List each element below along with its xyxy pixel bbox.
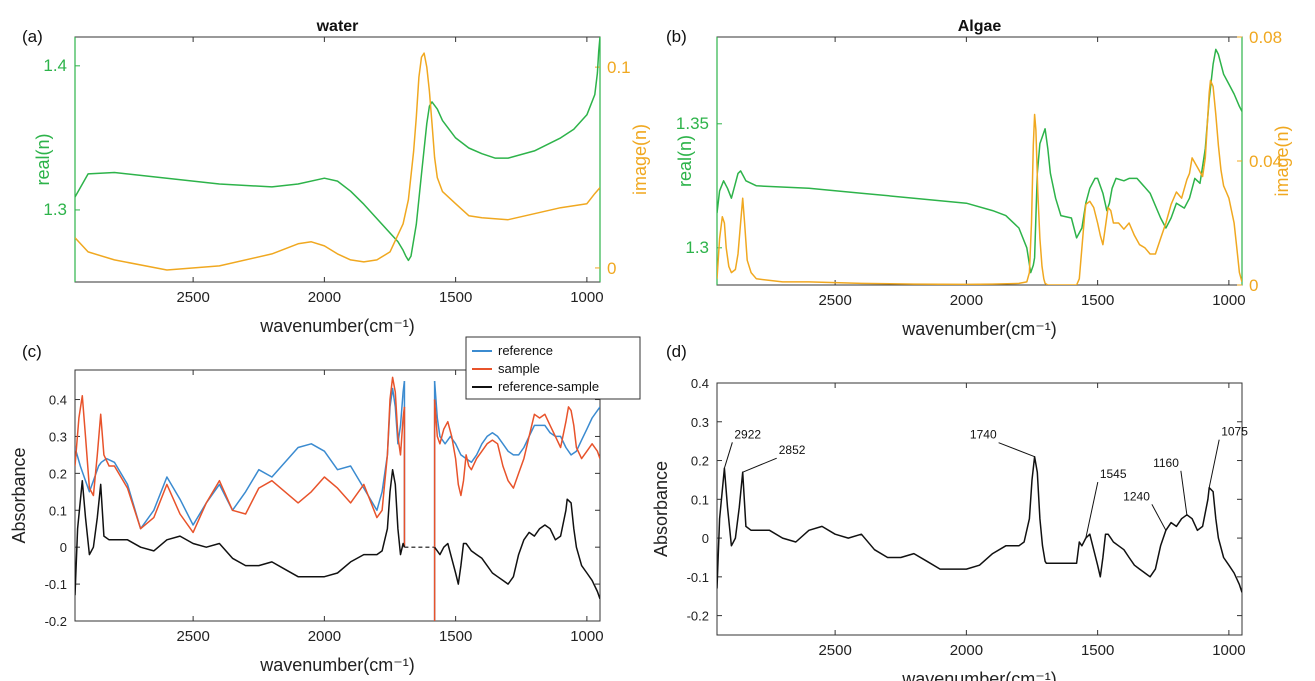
- plot-area: [717, 455, 1242, 593]
- y-axis-label: Absorbance: [9, 447, 29, 543]
- panel-label-d: (d): [666, 342, 687, 361]
- x-axis-label: wavenumber(cm⁻¹): [259, 316, 415, 336]
- plot-area: [717, 48, 1242, 285]
- series-line-sample: [433, 399, 600, 497]
- annotation-leader: [1085, 481, 1099, 539]
- peak-annotation: 1740: [970, 428, 997, 442]
- y-tick-label: 1.4: [43, 56, 67, 75]
- y-axis-label-left: real(n): [675, 135, 695, 187]
- series-line-reference-sample: [75, 468, 406, 596]
- y-tick-label: 0.4: [691, 376, 709, 391]
- plot-frame: [74, 369, 601, 622]
- plot-frame: [716, 36, 1243, 286]
- series-line-real-n: [717, 48, 1242, 274]
- x-tick-label: 1500: [439, 628, 472, 645]
- series-line-reference-sample: [433, 498, 600, 600]
- y-tick-label: 0.3: [49, 429, 67, 444]
- annotation-leader: [1180, 470, 1188, 515]
- y-tick-label: 0.1: [49, 503, 67, 518]
- series-line-image-n: [75, 52, 600, 271]
- y-tick-label: 0.3: [691, 415, 709, 430]
- annotation-leader: [742, 457, 777, 473]
- y-tick-label: 0.4: [49, 393, 67, 408]
- y-right-tick-label: 0.1: [607, 58, 631, 77]
- x-axis-label: wavenumber(cm⁻¹): [259, 655, 415, 675]
- y-right-tick-label: 0: [607, 259, 616, 278]
- x-tick-label: 2000: [950, 642, 983, 659]
- legend-entry: reference-sample: [498, 379, 599, 394]
- series-line-sample: [75, 376, 406, 534]
- peak-annotation: 1160: [1153, 456, 1179, 470]
- plot-frame: [716, 382, 1243, 636]
- peak-annotation: 2922: [734, 427, 761, 441]
- peak-annotation: 1240: [1123, 489, 1150, 503]
- x-tick-label: 2500: [176, 289, 209, 306]
- x-tick-label: 1000: [570, 628, 603, 645]
- x-tick-label: 2000: [308, 289, 341, 306]
- legend: reference sample reference-sample: [465, 336, 641, 400]
- annotation-leader: [1208, 439, 1220, 488]
- plot-area: [75, 37, 600, 271]
- legend-box: [465, 336, 641, 400]
- annotation-leader: [723, 442, 733, 469]
- annotation-leader: [1151, 504, 1167, 531]
- series-line-real-n: [75, 37, 600, 262]
- x-tick-label: 1000: [1212, 642, 1245, 659]
- y-axis-label-right: image(n): [630, 124, 650, 195]
- panel-label-a: (a): [22, 27, 43, 46]
- chart-panel-c: 2500 2000 1500 1000 -0.2 -0.1 0 0.1 0.2 0.3 0.4 wav…: [9, 336, 641, 675]
- peak-annotation: 1545: [1100, 467, 1127, 481]
- chart-panel-a: 2500 2000 1500 1000 1.3 1.4 0 0.1 water wavenumbe…: [33, 18, 650, 336]
- x-tick-label: 2500: [176, 628, 209, 645]
- y-right-tick-label: 0.08: [1249, 28, 1282, 47]
- y-axis-label-left: real(n): [33, 133, 53, 185]
- y-right-tick-label: 0.04: [1249, 152, 1282, 171]
- y-tick-label: 0: [60, 540, 67, 555]
- y-tick-label: 1.3: [685, 238, 709, 257]
- legend-entry: reference: [498, 343, 553, 358]
- x-axis-label: wavenumber(cm⁻¹): [901, 669, 1057, 681]
- series-line-absorbance: [717, 455, 1242, 593]
- y-axis-label-right: image(n): [1272, 125, 1292, 196]
- x-tick-label: 1000: [570, 289, 603, 306]
- x-tick-label: 1500: [439, 289, 472, 306]
- panel-label-b: (b): [666, 27, 687, 46]
- peak-annotation: 1075: [1221, 425, 1248, 439]
- panel-label-c: (c): [22, 342, 42, 361]
- y-tick-label: 1.35: [676, 114, 709, 133]
- x-tick-label: 2000: [308, 628, 341, 645]
- plot-frame: [74, 36, 601, 283]
- chart-panel-b: 2500 2000 1500 1000 1.3 1.35 0 0.04 0.08 Algae wav…: [675, 18, 1292, 339]
- plot-area: [75, 376, 600, 621]
- series-line-image-n: [717, 79, 1242, 285]
- legend-entry: sample: [498, 361, 540, 376]
- y-tick-label: 1.3: [43, 200, 67, 219]
- y-axis-label: Absorbance: [651, 461, 671, 557]
- y-tick-label: -0.1: [45, 577, 67, 592]
- y-tick-label: 0.2: [691, 454, 709, 469]
- x-tick-label: 2000: [950, 292, 983, 309]
- x-tick-label: 1500: [1081, 642, 1114, 659]
- series-line-reference: [75, 381, 406, 530]
- x-tick-label: 2500: [818, 292, 851, 309]
- y-right-tick-label: 0: [1249, 276, 1258, 295]
- x-tick-label: 1000: [1212, 292, 1245, 309]
- chart-title: Algae: [958, 18, 1002, 35]
- x-axis-label: wavenumber(cm⁻¹): [901, 319, 1057, 339]
- y-tick-label: 0.1: [691, 492, 709, 507]
- chart-panel-d: 2500 2000 1500 1000 -0.2 -0.1 0 0.1 0.2 0.3 0.4 wav…: [651, 376, 1248, 681]
- y-tick-label: 0.2: [49, 466, 67, 481]
- chart-title: water: [316, 18, 359, 35]
- x-tick-label: 1500: [1081, 292, 1114, 309]
- y-tick-label: -0.1: [687, 570, 709, 585]
- y-tick-label: -0.2: [45, 614, 67, 629]
- peak-annotation: 2852: [779, 443, 806, 457]
- series-line-reference: [433, 381, 600, 464]
- x-tick-label: 2500: [818, 642, 851, 659]
- y-tick-label: 0: [702, 531, 709, 546]
- y-tick-label: -0.2: [687, 609, 709, 624]
- annotation-leader: [998, 442, 1035, 458]
